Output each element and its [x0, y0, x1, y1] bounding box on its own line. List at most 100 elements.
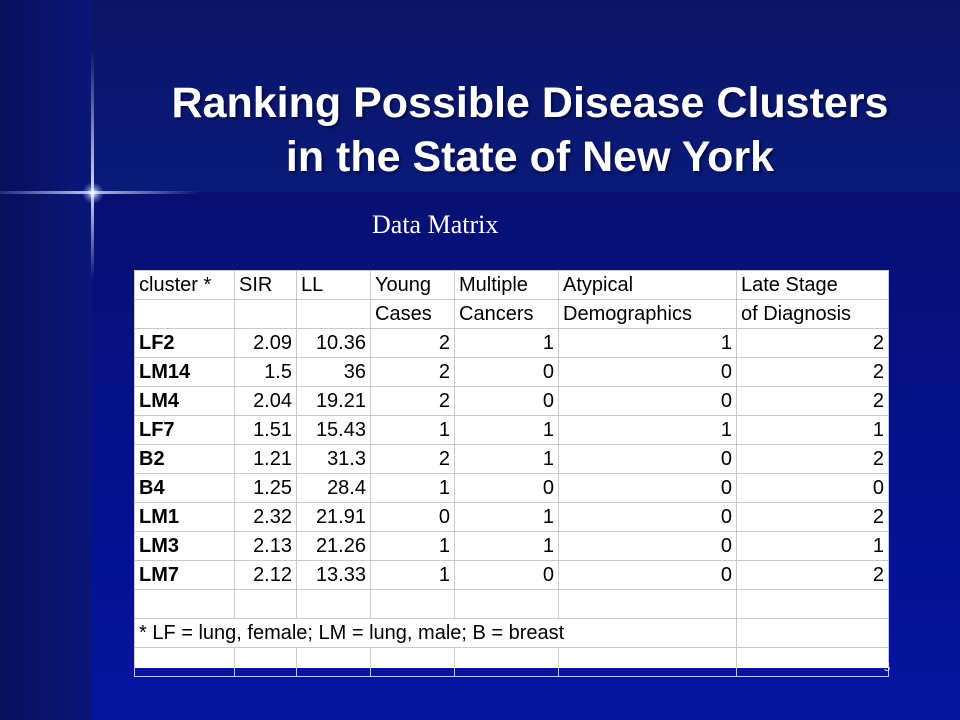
empty-row — [134, 647, 889, 677]
value-cell: 0 — [454, 386, 559, 416]
table-row: LM1 2.32 21.91 0 1 0 2 — [134, 502, 889, 532]
value-cell: 2 — [736, 386, 889, 416]
value-cell: 2.09 — [234, 328, 297, 358]
value-cell: 1.5 — [234, 357, 297, 387]
empty-cell — [234, 589, 297, 619]
value-cell: 2 — [736, 444, 889, 474]
value-cell: 0 — [558, 560, 737, 590]
header-row-1: cluster * SIR LL Young Multiple Atypical… — [134, 270, 889, 300]
table-row: LF2 2.09 10.36 2 1 1 2 — [134, 328, 889, 358]
header-cell: cluster * — [134, 270, 235, 300]
table-row: LM7 2.12 13.33 1 0 0 2 — [134, 560, 889, 590]
table-row: LM4 2.04 19.21 2 0 0 2 — [134, 386, 889, 416]
empty-cell — [558, 589, 737, 619]
title-band — [0, 0, 960, 192]
value-cell: 1.25 — [234, 473, 297, 503]
value-cell: 19.21 — [296, 386, 371, 416]
value-cell: 2 — [370, 386, 455, 416]
value-cell: 0 — [558, 531, 737, 561]
value-cell: 2 — [370, 444, 455, 474]
empty-cell — [558, 647, 737, 677]
empty-row — [134, 589, 889, 619]
value-cell: 1 — [370, 473, 455, 503]
value-cell: 1.21 — [234, 444, 297, 474]
slide-title-line-1: Ranking Possible Disease Clusters — [171, 79, 889, 127]
value-cell: 0 — [558, 444, 737, 474]
cluster-id-cell: LM1 — [134, 502, 235, 532]
value-cell: 1 — [736, 415, 889, 445]
cluster-id-cell: B2 — [134, 444, 235, 474]
spreadsheet-table: cluster * SIR LL Young Multiple Atypical… — [134, 270, 889, 677]
empty-cell — [134, 589, 235, 619]
value-cell: 15.43 — [296, 415, 371, 445]
value-cell: 13.33 — [296, 560, 371, 590]
value-cell: 1 — [370, 415, 455, 445]
value-cell: 0 — [454, 560, 559, 590]
header-cell: Cases — [370, 299, 455, 329]
value-cell: 21.91 — [296, 502, 371, 532]
value-cell: 2.04 — [234, 386, 297, 416]
table-row: LM14 1.5 36 2 0 0 2 — [134, 357, 889, 387]
empty-cell — [234, 647, 297, 677]
header-cell: of Diagnosis — [736, 299, 889, 329]
header-cell: Demographics — [558, 299, 737, 329]
header-cell — [134, 299, 235, 329]
data-matrix-table: cluster * SIR LL Young Multiple Atypical… — [134, 270, 889, 677]
header-cell — [296, 299, 371, 329]
value-cell: 2 — [736, 502, 889, 532]
value-cell: 1.51 — [234, 415, 297, 445]
empty-cell — [296, 589, 371, 619]
empty-cell — [370, 589, 455, 619]
value-cell: 1 — [454, 444, 559, 474]
cluster-id-cell: B4 — [134, 473, 235, 503]
empty-cell — [296, 647, 371, 677]
empty-cell — [370, 647, 455, 677]
value-cell: 31.3 — [296, 444, 371, 474]
value-cell: 1 — [370, 560, 455, 590]
empty-cell — [736, 618, 889, 648]
value-cell: 0 — [454, 473, 559, 503]
table-row: LF7 1.51 15.43 1 1 1 1 — [134, 415, 889, 445]
left-band — [0, 0, 92, 720]
value-cell: 1 — [454, 502, 559, 532]
empty-cell — [454, 589, 559, 619]
header-cell: SIR — [234, 270, 297, 300]
cluster-id-cell: LM3 — [134, 531, 235, 561]
header-cell: Multiple — [454, 270, 559, 300]
value-cell: 2 — [736, 560, 889, 590]
value-cell: 0 — [558, 473, 737, 503]
value-cell: 2 — [736, 357, 889, 387]
cluster-id-cell: LM7 — [134, 560, 235, 590]
light-flare-star-icon — [82, 182, 104, 204]
value-cell: 28.4 — [296, 473, 371, 503]
footnote-cell: * LF = lung, female; LM = lung, male; B … — [134, 618, 737, 648]
value-cell: 2.12 — [234, 560, 297, 590]
header-cell: Cancers — [454, 299, 559, 329]
footnote-row: * LF = lung, female; LM = lung, male; B … — [134, 618, 889, 648]
table-row: B2 1.21 31.3 2 1 0 2 — [134, 444, 889, 474]
value-cell: 0 — [454, 357, 559, 387]
value-cell: 2 — [370, 328, 455, 358]
value-cell: 1 — [454, 328, 559, 358]
value-cell: 2.13 — [234, 531, 297, 561]
empty-cell — [454, 647, 559, 677]
value-cell: 1 — [370, 531, 455, 561]
empty-cell — [134, 647, 235, 677]
page-number: 5 — [884, 662, 891, 674]
header-cell: Late Stage — [736, 270, 889, 300]
header-row-2: Cases Cancers Demographics of Diagnosis — [134, 299, 889, 329]
header-cell: Young — [370, 270, 455, 300]
cluster-id-cell: LM4 — [134, 386, 235, 416]
table-row: B4 1.25 28.4 1 0 0 0 — [134, 473, 889, 503]
table-row: LM3 2.13 21.26 1 1 0 1 — [134, 531, 889, 561]
value-cell: 21.26 — [296, 531, 371, 561]
slide-title-line-2: in the State of New York — [285, 133, 775, 181]
value-cell: 0 — [736, 473, 889, 503]
value-cell: 36 — [296, 357, 371, 387]
value-cell: 2 — [370, 357, 455, 387]
value-cell: 1 — [454, 531, 559, 561]
cluster-id-cell: LM14 — [134, 357, 235, 387]
slide-title: Ranking Possible Disease Clusters in the… — [100, 76, 960, 184]
light-flare-vertical — [91, 50, 94, 280]
header-cell: Atypical — [558, 270, 737, 300]
